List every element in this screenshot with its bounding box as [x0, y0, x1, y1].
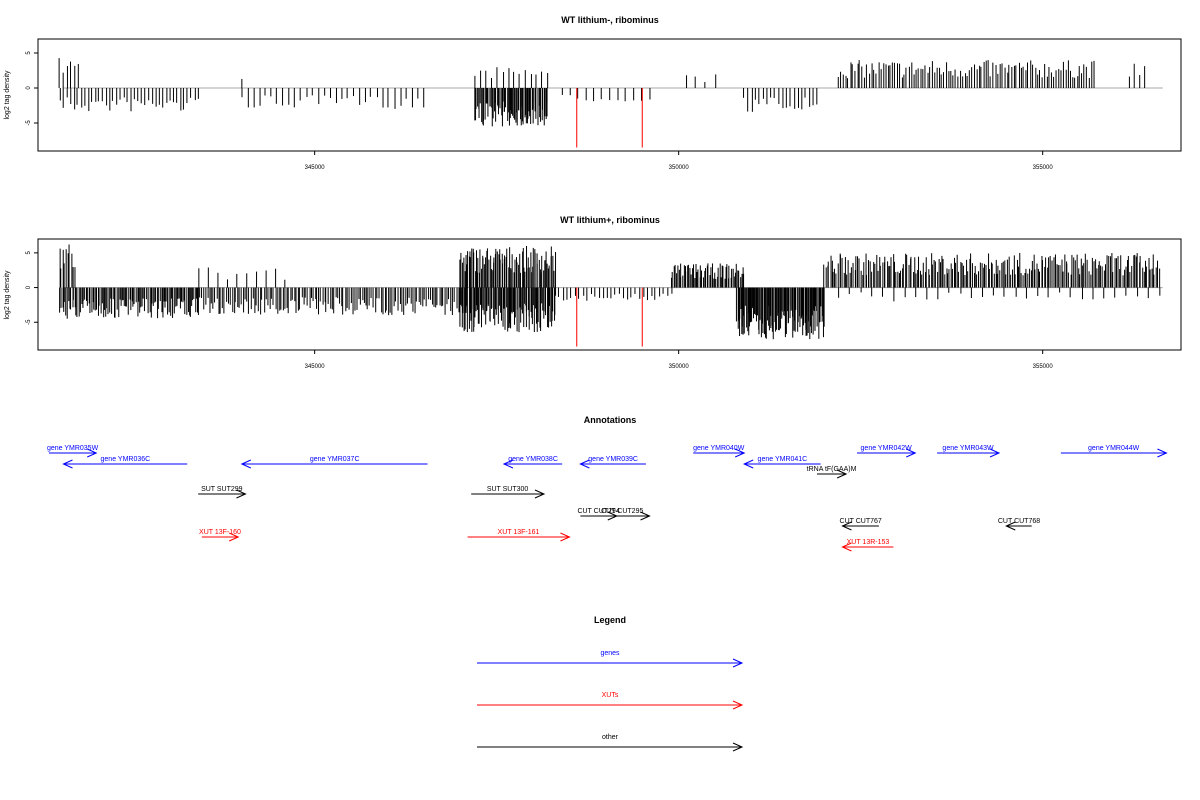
annotation-label: gene YMR035W	[47, 445, 99, 452]
legend-arrowhead	[732, 742, 744, 752]
y-tick-label: -5	[26, 120, 32, 126]
y-tick-label: 0	[26, 86, 32, 90]
plot-frame	[37, 238, 1182, 351]
x-tick-label: 355000	[1033, 165, 1054, 171]
y-tick-label: -5	[26, 319, 32, 325]
panel-lithium-minus: WT lithium-, ribominus log2 tag density …	[4, 15, 1182, 171]
annotation-feature: gene YMR036C	[62, 456, 188, 469]
annotation-label: XUT 13R-153	[847, 539, 890, 546]
annotation-label: XUT 13F-160	[199, 529, 241, 536]
annotation-feature: XUT 13R-153	[841, 539, 894, 552]
annotation-label: SUT SUT299	[201, 486, 243, 493]
y-axis-label: log2 tag density	[4, 70, 11, 120]
legend-label: XUTs	[602, 692, 619, 699]
annotation-arrowhead	[1005, 521, 1016, 531]
annotation-feature: SUT SUT299	[198, 486, 247, 499]
annotation-feature: gene YMR041C	[742, 456, 821, 469]
y-axis-label: log2 tag density	[4, 270, 11, 320]
annotation-arrowhead	[87, 448, 98, 458]
annotation-arrowhead	[836, 469, 848, 479]
legend-arrowhead	[732, 658, 744, 668]
annotation-feature: gene YMR038C	[502, 456, 563, 469]
annotation-label: CUT CUT295	[601, 508, 643, 515]
annotation-label: gene YMR038C	[508, 456, 558, 463]
annotation-label: tRNA tF(GAA)M	[807, 466, 857, 473]
annotation-label: gene YMR039C	[588, 456, 638, 463]
annotation-label: gene YMR040W	[693, 445, 745, 452]
x-tick-label: 350000	[669, 165, 690, 171]
annotation-feature: gene YMR039C	[579, 456, 646, 469]
x-tick-label: 345000	[305, 165, 326, 171]
annotation-feature: gene YMR044W	[1060, 445, 1168, 458]
y-tick-label: 5	[26, 51, 32, 55]
annotation-arrowhead	[734, 448, 746, 458]
annotation-arrowhead	[62, 459, 73, 469]
annotation-label: gene YMR044W	[1088, 445, 1140, 452]
annotation-arrowhead	[236, 489, 247, 499]
annotation-arrowhead	[742, 459, 754, 469]
annotation-feature: tRNA tF(GAA)M	[807, 466, 857, 479]
x-tick-label: 355000	[1033, 364, 1054, 370]
axes: 5 0 -5 345000 350000 355000	[26, 251, 1053, 370]
legend-title: Legend	[594, 615, 626, 625]
signal-bars	[58, 58, 1163, 148]
annotation-label: gene YMR042W	[861, 445, 913, 452]
legend-arrowhead	[732, 700, 744, 710]
legend: Legend genes XUTs other	[477, 615, 744, 752]
annotation-feature: gene YMR043W	[937, 445, 1001, 458]
y-tick-label: 5	[26, 251, 32, 255]
annotation-label: gene YMR041C	[758, 456, 808, 463]
legend-item-xut: XUTs	[477, 692, 744, 710]
axes: 5 0 -5 345000 350000 355000	[26, 51, 1053, 171]
legend-items: genes XUTs other	[477, 650, 744, 752]
legend-item-other: other	[477, 734, 744, 752]
annotation-feature: CUT CUT768	[998, 518, 1040, 531]
annotation-feature: SUT SUT300	[471, 486, 546, 499]
annotation-arrowhead	[906, 448, 917, 458]
y-tick-label: 0	[26, 285, 32, 289]
legend-label: other	[602, 734, 619, 741]
legend-item-gene: genes	[477, 650, 744, 668]
annotation-feature: CUT CUT295	[594, 508, 651, 521]
annotation-arrowhead	[560, 532, 571, 542]
panel-lithium-plus: WT lithium+, ribominus log2 tag density …	[4, 215, 1182, 370]
annotation-feature: XUT 13F-160	[199, 529, 241, 542]
annotation-label: XUT 13F-161	[498, 529, 540, 536]
annotation-label: CUT CUT294	[577, 508, 619, 515]
annotation-feature: gene YMR037C	[240, 456, 428, 469]
annotation-feature: gene YMR042W	[857, 445, 917, 458]
annotation-feature: CUT CUT767	[840, 518, 882, 531]
annotation-arrowhead	[841, 521, 852, 531]
annotation-feature: gene YMR040W	[693, 445, 746, 458]
annotation-label: CUT CUT767	[840, 518, 882, 525]
annotation-arrowhead	[240, 459, 252, 469]
annotation-label: CUT CUT768	[998, 518, 1040, 525]
x-tick-label: 350000	[669, 364, 690, 370]
annotation-arrowhead	[841, 542, 852, 552]
annotation-arrowhead	[579, 459, 590, 469]
annotation-feature: gene YMR035W	[47, 445, 99, 458]
panel-title: WT lithium+, ribominus	[560, 215, 660, 225]
annotation-arrowhead	[640, 511, 651, 521]
annotation-feature: XUT 13F-161	[467, 529, 571, 542]
annotation-label: gene YMR036C	[101, 456, 151, 463]
annotation-label: gene YMR043W	[942, 445, 994, 452]
annotation-arrowhead	[534, 489, 546, 499]
x-tick-label: 345000	[305, 364, 326, 370]
annotation-arrowhead	[229, 532, 240, 542]
signal-bars	[59, 244, 1163, 347]
annotation-arrowhead	[502, 459, 514, 469]
annotation-arrowhead	[1157, 448, 1168, 458]
panel-title: WT lithium-, ribominus	[561, 15, 659, 25]
plot-frame	[37, 38, 1182, 152]
legend-label: genes	[600, 650, 620, 657]
annotations-title: Annotations	[584, 415, 637, 425]
annotation-label: gene YMR037C	[310, 456, 360, 463]
annotation-label: SUT SUT300	[487, 486, 529, 493]
annotation-arrowhead	[989, 448, 1001, 458]
